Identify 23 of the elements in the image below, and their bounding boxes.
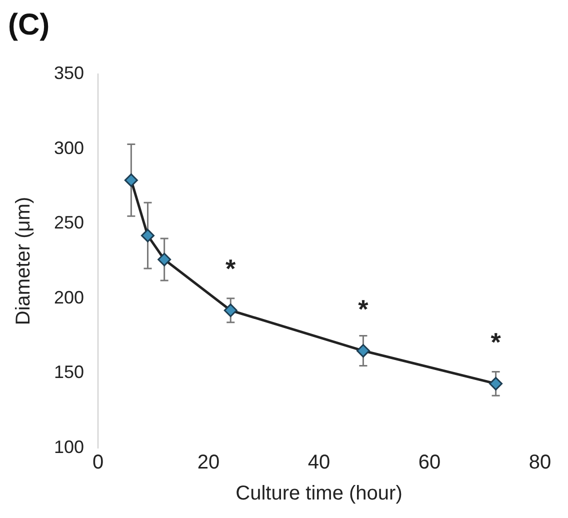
chart-title: (C): [8, 8, 50, 42]
y-tick-label: 250: [54, 212, 84, 233]
point: [124, 173, 138, 187]
x-tick-label: 20: [197, 452, 220, 474]
annotation: *: [490, 326, 502, 357]
y-axis-title: Diameter (μm): [12, 196, 35, 326]
y-tick-label: 100: [54, 436, 84, 457]
x-tick-label: 40: [308, 452, 330, 474]
x-axis-title: Culture time (hour): [236, 482, 402, 505]
point: [224, 304, 238, 318]
y-tick-label: 300: [54, 138, 84, 158]
y-tick-label: 200: [54, 287, 84, 308]
x-tick-label: 0: [92, 452, 104, 474]
point: [141, 228, 155, 242]
point: [356, 344, 370, 358]
x-tick-label: 80: [528, 452, 552, 474]
annotation: *: [226, 254, 237, 284]
y-tick-label: 150: [54, 362, 84, 382]
y-tick-label: 350: [54, 62, 84, 83]
x-tick-label: 60: [418, 452, 441, 474]
point: [158, 252, 172, 266]
annotation: *: [358, 294, 370, 324]
point: [489, 376, 503, 390]
